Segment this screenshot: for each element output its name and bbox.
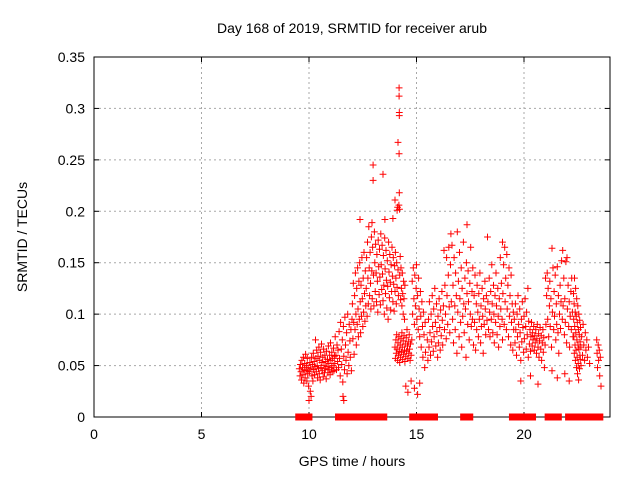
scatter-plus-markers [295,84,605,404]
zero-run-marker [519,413,529,421]
zero-run-marker [409,413,427,421]
zero-run-marker [428,413,438,421]
zero-run-marker [335,413,347,421]
zero-run-marker [465,413,474,421]
x-axis-label: GPS time / hours [299,453,406,469]
y-tick-label: 0.35 [58,49,85,65]
zero-run-marker [594,413,604,421]
zero-run-marker [513,413,521,421]
chart-title: Day 168 of 2019, SRMTID for receiver aru… [217,20,487,36]
y-tick-label: 0.2 [66,203,86,219]
zero-run-marker [355,413,366,421]
zero-run-marker [565,413,580,421]
y-tick-label: 0 [77,409,85,425]
x-tick-label: 5 [198,426,206,442]
zero-run-marker [341,413,353,421]
zero-run-marker [573,413,586,421]
tick-labels: 0 5 10 15 20 0 0.05 0.1 0.15 0.2 0.25 0.3 0.35 [58,49,532,442]
zero-run-marker [349,413,359,421]
zero-run-marker [528,413,537,421]
zero-run-marker [300,413,313,421]
y-tick-label: 0.25 [58,152,85,168]
y-tick-label: 0.1 [66,306,86,322]
y-axis-label: SRMTID / TECUs [14,182,30,292]
y-tick-label: 0.15 [58,255,85,271]
x-tick-label: 20 [516,426,532,442]
zero-run-marker [362,413,374,421]
zero-run-marker [460,413,469,421]
x-tick-label: 0 [90,426,98,442]
zero-run-marker [422,413,432,421]
zero-run-marker [554,413,562,421]
zero-run-marker [580,413,596,421]
zero-value-markers [295,413,604,421]
zero-run-marker [377,413,388,421]
zero-run-marker [544,413,560,421]
zero-run-marker [295,413,306,421]
y-tick-label: 0.05 [58,358,85,374]
x-tick-label: 15 [409,426,425,442]
y-tick-label: 0.3 [66,100,86,116]
x-tick-label: 10 [301,426,317,442]
data-points [295,84,605,404]
